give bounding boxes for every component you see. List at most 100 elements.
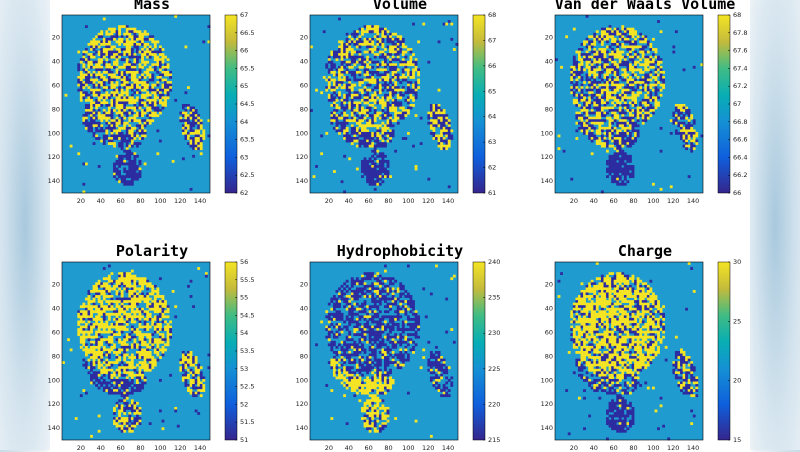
heatmap-cell bbox=[407, 109, 410, 112]
heatmap-cell bbox=[182, 364, 185, 367]
heatmap-cell bbox=[614, 71, 617, 74]
heatmap-cell bbox=[371, 40, 374, 43]
heatmap-cell bbox=[154, 341, 157, 344]
heatmap-cell bbox=[159, 99, 162, 102]
heatmap-cell bbox=[197, 142, 200, 145]
heatmap-cell bbox=[133, 61, 136, 64]
heatmap-cell bbox=[603, 61, 606, 64]
heatmap-cell bbox=[100, 290, 103, 293]
heatmap-cell bbox=[387, 35, 390, 38]
heatmap-cell bbox=[371, 73, 374, 76]
heatmap-cell bbox=[116, 91, 119, 94]
heatmap-cell bbox=[619, 150, 622, 153]
heatmap-cell bbox=[118, 417, 121, 420]
heatmap-cell bbox=[632, 58, 635, 61]
heatmap-cell bbox=[581, 99, 584, 102]
heatmap-cell bbox=[197, 124, 200, 127]
heatmap-cell bbox=[116, 162, 119, 165]
heatmap-cell bbox=[131, 318, 134, 321]
heatmap-cell bbox=[399, 91, 402, 94]
heatmap-cell bbox=[614, 66, 617, 69]
heatmap-cell bbox=[105, 33, 108, 36]
heatmap-cell bbox=[346, 99, 349, 102]
heatmap-cell bbox=[144, 361, 147, 364]
heatmap-cell bbox=[336, 109, 339, 112]
heatmap-cell bbox=[159, 63, 162, 66]
heatmap-cell bbox=[369, 170, 372, 173]
heatmap-cell bbox=[379, 89, 382, 92]
heatmap-cell bbox=[98, 364, 101, 367]
heatmap-cell bbox=[693, 119, 696, 122]
heatmap-cell bbox=[427, 122, 430, 125]
colorbar-tick-label: 62.5 bbox=[240, 171, 254, 179]
heatmap-cell bbox=[338, 73, 341, 76]
colorbar-tick-label: 66.6 bbox=[733, 136, 747, 144]
heatmap-cell bbox=[591, 71, 594, 74]
heatmap-cell bbox=[103, 137, 106, 140]
heatmap-cell bbox=[162, 86, 165, 89]
heatmap-cell bbox=[159, 68, 162, 71]
heatmap-cell bbox=[591, 51, 594, 54]
heatmap-cell bbox=[586, 107, 589, 110]
heatmap-cell bbox=[387, 53, 390, 56]
heatmap-cell bbox=[121, 298, 124, 301]
heatmap-cell bbox=[103, 18, 106, 21]
heatmap-cell bbox=[113, 30, 116, 33]
heatmap-cell bbox=[376, 61, 379, 64]
heatmap-cell bbox=[93, 285, 96, 288]
heatmap-cell bbox=[387, 135, 390, 138]
heatmap-cell bbox=[353, 101, 356, 104]
heatmap-cell bbox=[136, 145, 139, 148]
heatmap-cell bbox=[392, 38, 395, 41]
heatmap-cell bbox=[82, 117, 85, 120]
heatmap-cell bbox=[374, 46, 377, 49]
heatmap-cell bbox=[392, 46, 395, 49]
heatmap-cell bbox=[381, 84, 384, 87]
heatmap-cell bbox=[139, 160, 142, 163]
heatmap-cell bbox=[660, 79, 663, 82]
heatmap-cell bbox=[387, 89, 390, 92]
heatmap-cell bbox=[144, 38, 147, 41]
heatmap-cell bbox=[131, 112, 134, 115]
heatmap-cell bbox=[611, 84, 614, 87]
heatmap-cell bbox=[100, 308, 103, 311]
heatmap-cell bbox=[626, 140, 629, 143]
heatmap-cell bbox=[195, 379, 198, 382]
heatmap-cell bbox=[123, 374, 126, 377]
heatmap-cell bbox=[369, 79, 372, 82]
heatmap-cell bbox=[346, 117, 349, 120]
heatmap-cell bbox=[121, 300, 124, 303]
heatmap-cell bbox=[346, 137, 349, 140]
heatmap-cell bbox=[156, 51, 159, 54]
heatmap-cell bbox=[151, 107, 154, 110]
heatmap-cell bbox=[95, 379, 98, 382]
heatmap-cell bbox=[149, 73, 152, 76]
heatmap-cell bbox=[82, 315, 85, 318]
heatmap-cell bbox=[80, 81, 83, 84]
heatmap-cell bbox=[593, 137, 596, 140]
heatmap-cell bbox=[596, 86, 599, 89]
heatmap-cell bbox=[85, 58, 88, 61]
heatmap-cell bbox=[343, 137, 346, 140]
heatmap-cell bbox=[113, 142, 116, 145]
heatmap-cell bbox=[361, 162, 364, 165]
heatmap-cell bbox=[649, 99, 652, 102]
heatmap-cell bbox=[647, 101, 650, 104]
heatmap-cell bbox=[371, 94, 374, 97]
heatmap-cell bbox=[626, 104, 629, 107]
heatmap-cell bbox=[93, 81, 96, 84]
heatmap-cell bbox=[634, 68, 637, 71]
heatmap-cell bbox=[626, 79, 629, 82]
heatmap-cell bbox=[128, 371, 131, 374]
heatmap-cell bbox=[164, 305, 167, 308]
heatmap-cell bbox=[366, 112, 369, 115]
heatmap-cell bbox=[85, 298, 88, 301]
heatmap-cell bbox=[123, 336, 126, 339]
heatmap-cell bbox=[586, 63, 589, 66]
heatmap-cell bbox=[336, 73, 339, 76]
heatmap-cell bbox=[366, 107, 369, 110]
heatmap-cell bbox=[98, 338, 101, 341]
heatmap-cell bbox=[343, 66, 346, 69]
heatmap-cell bbox=[410, 81, 413, 84]
heatmap-cell bbox=[356, 129, 359, 132]
